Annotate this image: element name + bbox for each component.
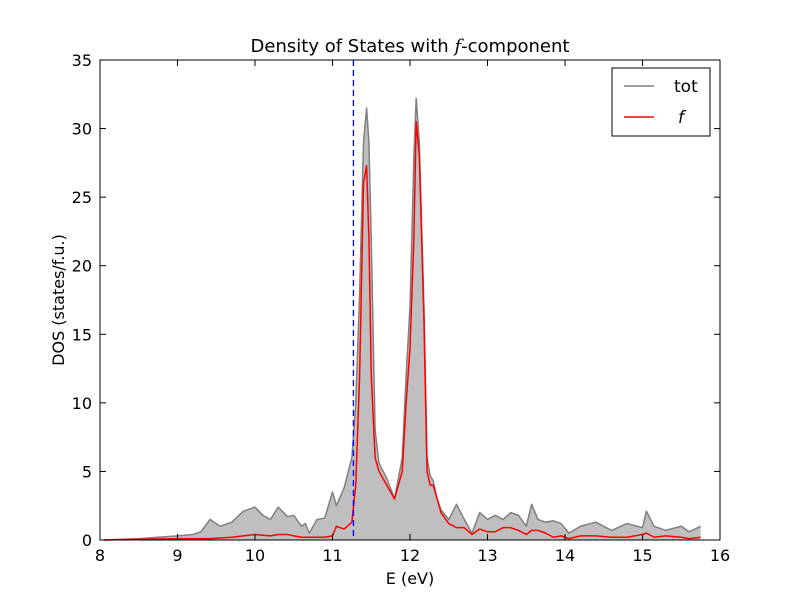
y-tick-label: 10 — [72, 394, 92, 413]
x-tick-label: 12 — [400, 546, 420, 565]
y-tick-label: 35 — [72, 51, 92, 70]
chart-title: Density of States with f-component — [251, 36, 570, 57]
axes: 8 9 10 11 12 13 14 15 16 0 5 10 15 20 25 30 35 — [72, 51, 731, 565]
x-tick-label: 14 — [555, 546, 575, 565]
legend-label-f: f — [678, 108, 687, 128]
legend-box — [611, 67, 711, 137]
x-tick-label: 16 — [710, 546, 730, 565]
x-tick-label: 11 — [322, 546, 342, 565]
chart-title-suffix: -component — [461, 36, 569, 57]
y-tick-label: 20 — [72, 257, 92, 276]
chart-title-main: Density of States with — [251, 36, 449, 57]
series-tot-line — [103, 97, 701, 541]
plot-area — [103, 60, 701, 541]
plot-frame — [99, 59, 721, 541]
y-axis-label: DOS (states/f.u.) — [49, 234, 68, 366]
x-tick-label: 9 — [172, 546, 182, 565]
series-f-line — [103, 120, 701, 541]
x-tick-label: 10 — [245, 546, 265, 565]
y-tick-label: 0 — [82, 531, 92, 550]
x-tick-label: 8 — [95, 546, 105, 565]
legend-label-tot: tot — [674, 77, 698, 97]
y-tick-label: 25 — [72, 188, 92, 207]
legend: tot f — [611, 67, 711, 137]
x-axis-label: E (eV) — [386, 569, 434, 588]
y-tick-label: 30 — [72, 120, 92, 139]
y-tick-label: 5 — [82, 462, 92, 481]
x-tick-label: 13 — [477, 546, 497, 565]
x-tick-label: 15 — [632, 546, 652, 565]
y-tick-label: 15 — [72, 325, 92, 344]
